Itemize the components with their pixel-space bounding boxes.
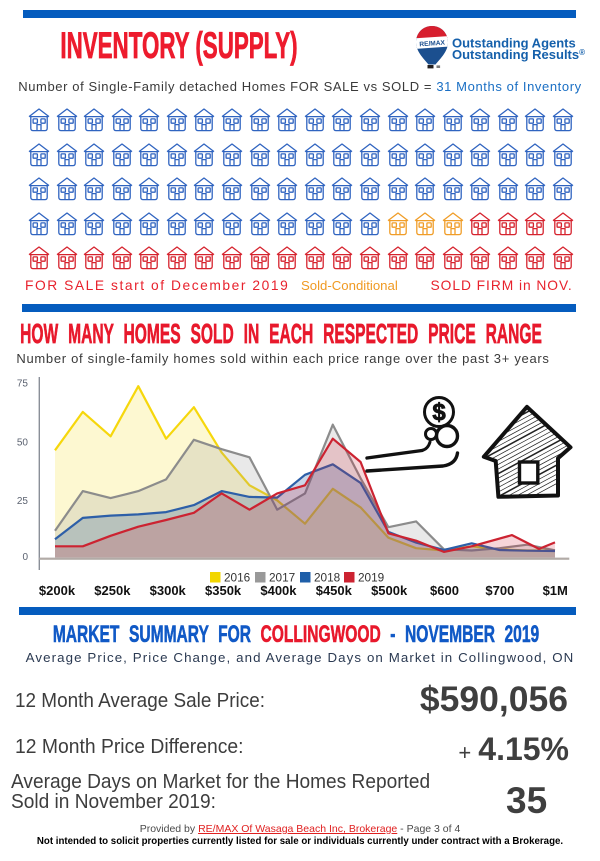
svg-text:$: $ bbox=[432, 399, 446, 426]
svg-text:$700: $700 bbox=[485, 583, 514, 598]
svg-text:75: 75 bbox=[17, 379, 29, 390]
svg-text:Outstanding Agents: Outstanding Agents bbox=[452, 35, 576, 50]
svg-text:2018: 2018 bbox=[314, 571, 341, 585]
svg-text:$450k: $450k bbox=[316, 583, 353, 598]
svg-text:$350k: $350k bbox=[205, 583, 242, 598]
svg-text:Outstanding Results®: Outstanding Results® bbox=[452, 47, 585, 62]
svg-text:2017: 2017 bbox=[269, 571, 295, 585]
svg-text:25: 25 bbox=[17, 496, 29, 507]
svg-text:$1M: $1M bbox=[543, 583, 568, 598]
svg-text:$200k: $200k bbox=[39, 583, 76, 598]
svg-text:2019: 2019 bbox=[358, 571, 384, 585]
svg-text:0: 0 bbox=[22, 552, 28, 563]
svg-text:50: 50 bbox=[17, 438, 29, 449]
svg-text:$600: $600 bbox=[430, 583, 459, 598]
svg-text:RE/MAX: RE/MAX bbox=[419, 40, 446, 49]
svg-text:$500k: $500k bbox=[371, 583, 408, 598]
svg-text:$300k: $300k bbox=[150, 583, 187, 598]
svg-text:2016: 2016 bbox=[224, 571, 251, 585]
svg-text:$400k: $400k bbox=[260, 583, 297, 598]
svg-text:$250k: $250k bbox=[94, 583, 131, 598]
